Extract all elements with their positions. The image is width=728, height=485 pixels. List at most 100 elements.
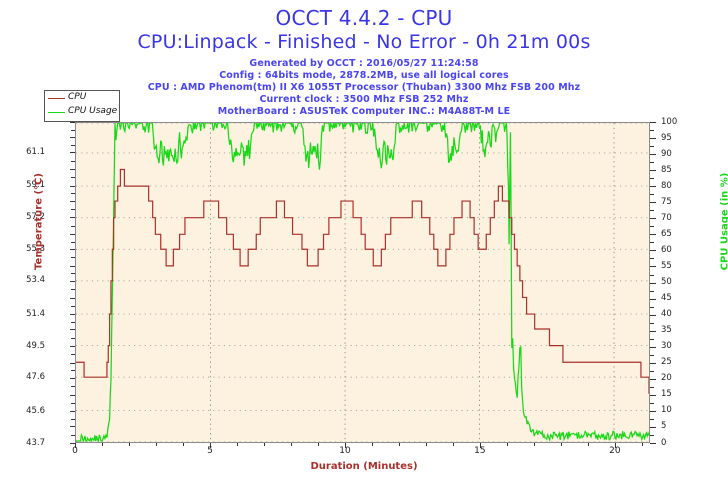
y2-tick-mark: [650, 394, 656, 396]
y-tick-mark: [70, 234, 75, 235]
y-tick-mark: [70, 249, 75, 251]
y-tick-mark: [70, 314, 75, 316]
y2-tick-label: 0: [661, 437, 667, 448]
y2-tick-mark: [650, 346, 656, 348]
y2-tick-mark-minor: [650, 210, 654, 212]
y-tick-mark-minor: [71, 370, 75, 372]
subtitle-generated-by: Generated by OCCT : 2016/05/27 11:24:58: [249, 58, 479, 69]
y2-tick-mark: [650, 138, 656, 140]
y2-tick-mark: [650, 378, 656, 380]
subtitle-cpu: CPU : AMD Phenom(tm) II X6 1055T Process…: [147, 82, 581, 93]
x-tick-mark: [614, 443, 616, 448]
x-tick-mark: [533, 443, 535, 446]
y-tick-mark-minor: [71, 177, 75, 179]
y-tick-mark: [70, 411, 75, 413]
subtitle-current-clock: Current clock : 3500 Mhz FSB 252 Mhz: [259, 94, 469, 105]
y-tick-mark: [70, 217, 75, 219]
y-tick-mark-minor: [71, 337, 75, 339]
x-tick-mark: [560, 443, 562, 446]
chart-plot-area: [75, 122, 650, 443]
y-tick-mark-minor: [71, 305, 75, 307]
y2-tick-label: 20: [661, 373, 672, 384]
x-tick-label: 20: [609, 446, 621, 456]
y2-tick-mark-minor: [650, 290, 654, 292]
y2-tick-label: 55: [661, 260, 672, 271]
y2-tick-label: 30: [661, 341, 672, 352]
y-tick-mark: [70, 297, 75, 299]
y2-tick-mark-minor: [650, 258, 654, 260]
y2-tick-mark-minor: [650, 338, 654, 340]
y-tick-label: 61.1: [26, 146, 45, 157]
y-tick-mark: [70, 265, 75, 267]
chart-legend: CPU CPU Usage: [44, 90, 120, 122]
y2-tick-label: 60: [661, 244, 672, 255]
y2-tick-mark-minor: [650, 386, 654, 388]
y-tick-mark: [70, 346, 75, 347]
y2-tick-label: 15: [661, 389, 672, 400]
y-tick-mark-minor: [71, 273, 75, 275]
y-tick-mark-minor: [71, 386, 75, 388]
chart-title-secondary: CPU:Linpack - Finished - No Error - 0h 2…: [137, 31, 591, 53]
y-tick-mark: [70, 443, 75, 444]
y-tick-mark: [70, 377, 75, 379]
x-tick-mark: [264, 443, 265, 446]
subtitle-config: Config : 64bits mode, 2878.2MB, use all …: [219, 70, 509, 81]
x-tick-mark: [318, 443, 319, 446]
y2-tick-mark-minor: [650, 146, 654, 148]
y2-tick-mark-minor: [650, 370, 654, 372]
x-tick-mark: [371, 443, 373, 446]
y2-tick-mark-minor: [650, 306, 654, 308]
y2-tick-mark-minor: [650, 322, 654, 324]
x-tick-label: 5: [207, 446, 213, 456]
legend-swatch-cpu-usage: [48, 112, 65, 113]
y-tick-label: 53.4: [26, 275, 45, 286]
y-tick-label: 43.7: [26, 437, 45, 448]
y-tick-label: 55.3: [26, 243, 45, 254]
x-tick-mark: [506, 443, 508, 446]
legend-item-cpu: CPU: [48, 92, 118, 105]
y2-tick-mark: [650, 122, 656, 123]
y-tick-mark-minor: [71, 321, 75, 323]
y2-tick-mark-minor: [650, 242, 654, 244]
y-tick-mark-minor: [71, 160, 75, 162]
y2-tick-mark: [650, 218, 656, 220]
y2-tick-label: 25: [661, 357, 672, 368]
x-tick-label: 10: [339, 446, 351, 456]
x-tick-label: 15: [474, 446, 486, 456]
y2-tick-label: 5: [661, 421, 667, 432]
y2-tick-mark-minor: [650, 194, 654, 196]
y2-tick-mark-minor: [650, 274, 654, 276]
x-tick-mark: [291, 443, 292, 446]
y2-tick-label: 75: [661, 196, 672, 207]
y-tick-mark-minor: [71, 418, 75, 420]
x-tick-mark: [425, 443, 427, 446]
y2-tick-mark: [650, 314, 656, 316]
y2-tick-mark-minor: [650, 435, 654, 436]
y-tick-mark: [70, 168, 75, 170]
x-tick-label: 0: [72, 446, 78, 456]
y-axis-left-title: Temperature (°C): [33, 173, 45, 270]
y2-tick-mark: [650, 170, 656, 172]
y2-tick-label: 10: [661, 405, 672, 416]
y2-tick-label: 90: [661, 148, 672, 159]
y-tick-mark-minor: [71, 144, 75, 146]
y2-tick-label: 40: [661, 309, 672, 320]
y2-tick-mark: [650, 250, 656, 252]
y-tick-label: 57.2: [26, 211, 45, 222]
x-tick-mark: [345, 443, 346, 448]
legend-swatch-cpu: [48, 98, 65, 99]
x-tick-mark: [183, 443, 184, 446]
y2-tick-mark: [650, 362, 656, 364]
y2-tick-label: 65: [661, 228, 672, 239]
y-tick-label: 49.5: [26, 340, 45, 351]
y-tick-label: 51.4: [26, 308, 45, 319]
y-tick-mark: [70, 394, 75, 396]
y2-tick-label: 45: [661, 293, 672, 303]
y-tick-mark: [70, 426, 75, 428]
y2-tick-label: 35: [661, 325, 672, 336]
x-tick-mark: [210, 443, 211, 448]
y2-tick-mark: [650, 298, 656, 300]
y-tick-mark-minor: [71, 257, 75, 259]
x-tick-mark: [452, 443, 454, 446]
y2-tick-mark-minor: [650, 418, 654, 420]
